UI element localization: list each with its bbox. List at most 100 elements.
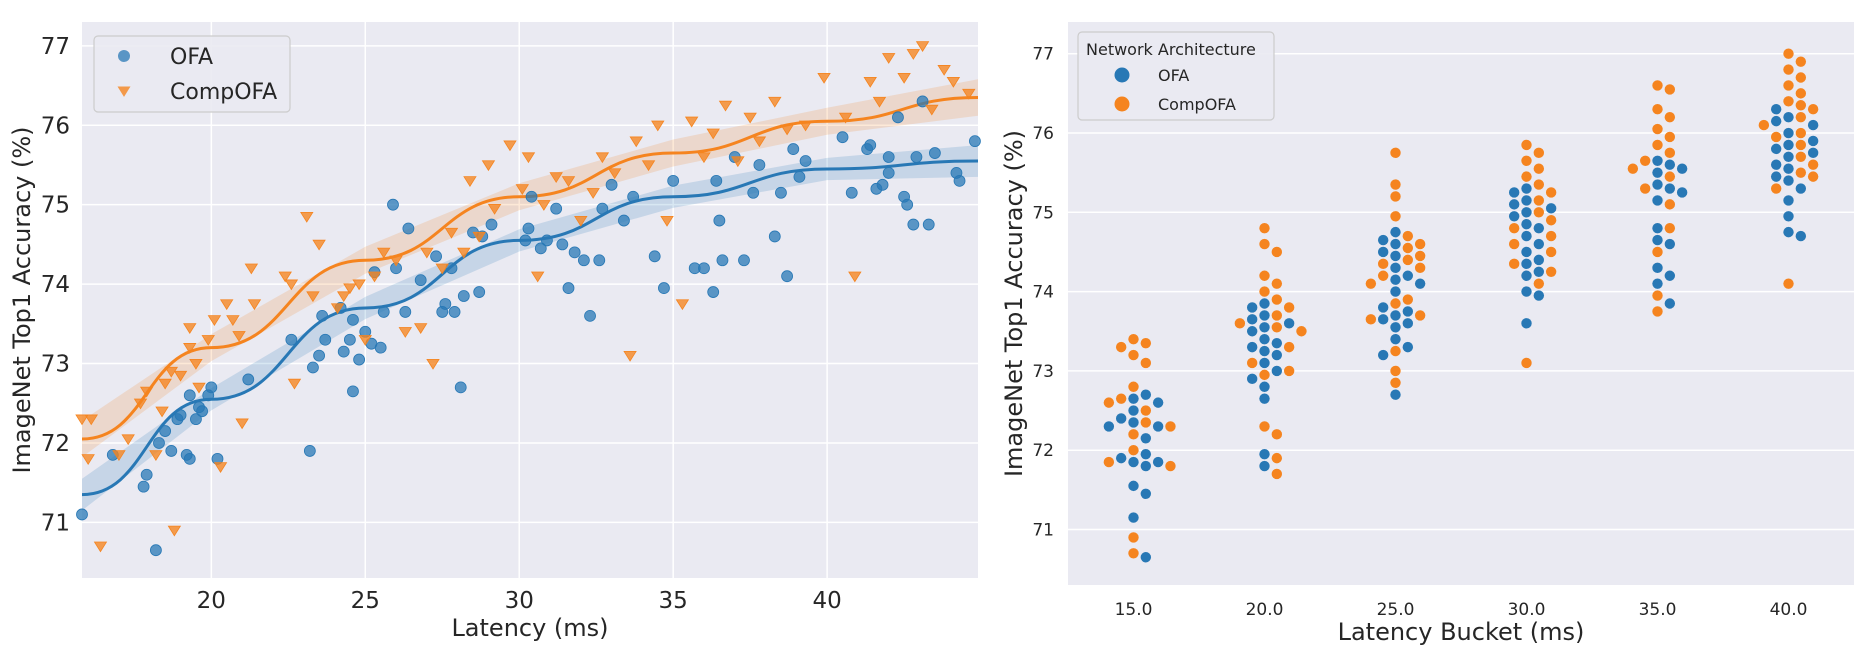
compofa-point <box>487 204 502 215</box>
ofa-swarm-point <box>1128 512 1139 523</box>
compofa-swarm-point <box>1140 337 1152 349</box>
legend: OFA CompOFA <box>93 35 291 113</box>
compofa-swarm-point <box>1508 222 1520 234</box>
ofa-point <box>439 298 452 310</box>
x-tick-label: 35.0 <box>1639 600 1677 620</box>
compofa-swarm-point <box>1128 333 1139 345</box>
ofa-point <box>165 445 178 457</box>
ofa-point <box>775 186 787 199</box>
compofa-swarm-point <box>1795 167 1807 178</box>
ofa-point <box>448 306 461 318</box>
compofa-swarm-point <box>1296 326 1307 337</box>
right-swarm-chart: 71 72 73 74 75 76 77 15.0 20.0 25.0 30.0 35.0 40.0 La… <box>1000 22 1854 646</box>
compofa-point <box>398 327 413 338</box>
compofa-swarm-point <box>1652 104 1663 115</box>
ofa-swarm-point <box>1390 262 1401 274</box>
compofa-point <box>897 73 911 84</box>
ofa-point <box>196 405 208 418</box>
ofa-swarm-point <box>1664 270 1676 281</box>
ofa-swarm-point <box>1140 389 1152 400</box>
compofa-swarm-point <box>1390 345 1401 357</box>
ofa-point <box>174 409 187 422</box>
compofa-swarm-point <box>1533 147 1545 159</box>
ofa-swarm-point <box>1377 302 1389 313</box>
compofa-swarm-point <box>1128 444 1139 456</box>
ofa-swarm-point <box>1508 199 1520 210</box>
compofa-point <box>675 299 690 311</box>
compofa-swarm-point <box>1414 310 1426 321</box>
compofa-point <box>93 541 108 553</box>
compofa-point <box>743 112 757 124</box>
ofa-swarm-point <box>1259 460 1270 472</box>
compofa-swarm-point <box>1259 421 1270 432</box>
ofa-point <box>137 480 150 493</box>
compofa-swarm-point <box>1365 314 1377 325</box>
compofa-swarm-point <box>1664 147 1676 159</box>
compofa-point <box>358 335 372 346</box>
ofa-swarm-point <box>1259 381 1270 392</box>
ofa-swarm-point <box>1783 226 1794 238</box>
compofa-point <box>189 358 203 370</box>
x-axis-label: Latency Bucket (ms) <box>1338 618 1585 646</box>
x-tick-label: 15.0 <box>1115 600 1153 620</box>
compofa-swarm-point <box>1271 322 1283 333</box>
compofa-swarm-point <box>1533 278 1545 289</box>
compofa-point <box>183 343 197 354</box>
ofa-swarm-point <box>1770 171 1782 182</box>
compofa-swarm-point <box>1795 111 1807 123</box>
compofa-swarm-point <box>1652 123 1663 135</box>
ofa-swarm-point <box>1521 183 1532 194</box>
compofa-swarm-point <box>1545 215 1557 226</box>
ofa-swarm-point <box>1271 349 1283 361</box>
ofa-point <box>242 373 255 386</box>
ofa-swarm-point <box>1390 322 1401 333</box>
compofa-swarm-point <box>1165 460 1176 472</box>
ofa-swarm-point <box>1521 258 1532 270</box>
ofa-swarm-point <box>1521 207 1532 218</box>
compofa-confidence-band <box>82 79 978 458</box>
compofa-point <box>768 96 782 108</box>
compofa-swarm-point <box>1128 349 1139 361</box>
compofa-point <box>472 231 486 243</box>
y-tick-label: 76 <box>41 113 70 139</box>
compofa-swarm-point <box>1664 222 1676 234</box>
compofa-point <box>158 378 172 390</box>
compofa-point <box>780 124 794 136</box>
compofa-swarm-point <box>1377 258 1389 270</box>
compofa-point <box>235 418 249 430</box>
compofa-point <box>798 120 813 132</box>
ofa-point <box>337 345 350 358</box>
ofa-swarm-point <box>1246 326 1258 337</box>
compofa-swarm-point <box>1652 139 1663 151</box>
compofa-point <box>183 323 197 334</box>
compofa-point <box>752 136 767 148</box>
compofa-point <box>481 160 496 172</box>
compofa-swarm-point <box>1259 369 1270 381</box>
y-tick-label: 77 <box>1032 45 1054 65</box>
ofa-swarm-point <box>1664 183 1676 194</box>
ofa-swarm-point <box>1377 349 1389 361</box>
compofa-point <box>287 378 302 390</box>
legend: Network Architecture OFA CompOFA <box>1077 31 1275 121</box>
y-tick-label: 71 <box>1032 520 1054 540</box>
compofa-point <box>343 283 357 295</box>
compofa-point <box>521 152 536 164</box>
ofa-swarm-point <box>1783 151 1794 163</box>
compofa-swarm-point <box>1271 310 1283 321</box>
compofa-point <box>607 168 622 180</box>
ofa-swarm-point <box>1377 234 1389 246</box>
compofa-swarm-point <box>1140 417 1152 428</box>
ofa-point <box>399 306 412 318</box>
ofa-point <box>525 190 538 203</box>
ofa-point <box>713 214 726 227</box>
ofa-swarm-point <box>1770 104 1782 115</box>
ofa-swarm-point <box>1140 488 1152 500</box>
legend-compofa-label: CompOFA <box>170 80 277 105</box>
ofa-swarm-point <box>1783 127 1794 139</box>
ofa-point <box>787 143 800 155</box>
ofa-point <box>457 290 470 302</box>
ofa-swarm-point <box>1783 139 1794 151</box>
compofa-point <box>838 112 853 124</box>
ofa-point <box>753 159 766 171</box>
ofa-point <box>190 413 202 426</box>
